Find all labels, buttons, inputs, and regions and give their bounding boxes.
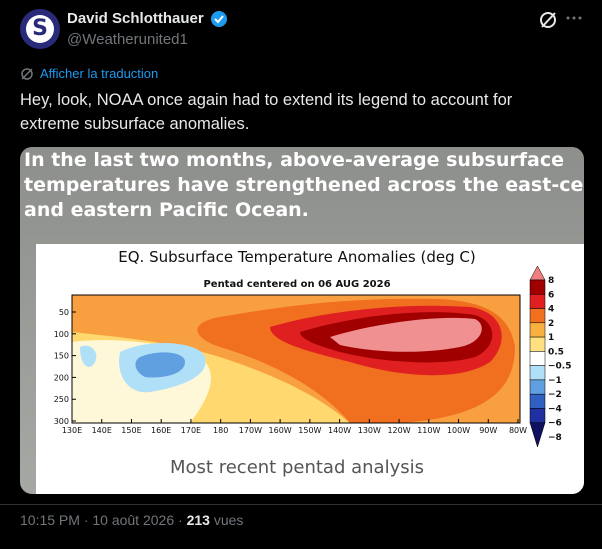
- colorbar-box: [529, 393, 546, 409]
- x-tick-label: 100W: [447, 426, 470, 435]
- handle[interactable]: @Weatherunited1: [67, 31, 188, 48]
- y-tick-label: 50: [59, 308, 69, 317]
- chart-title: EQ. Subsurface Temperature Anomalies (de…: [118, 248, 475, 266]
- x-tick-label: 130W: [358, 426, 381, 435]
- translate-icon: [21, 68, 33, 80]
- avatar-logo: S: [26, 15, 54, 43]
- x-tick-label: 160W: [269, 426, 292, 435]
- colorbar-label: −0.5: [548, 362, 571, 372]
- colorbar-box: [529, 279, 546, 295]
- x-tick-label: 80W: [509, 426, 527, 435]
- text-line: extreme subsurface anomalies.: [20, 115, 250, 133]
- colorbar-label: 8: [548, 276, 554, 286]
- colorbar-label: 1: [548, 333, 554, 343]
- y-tick-label: 100: [54, 330, 69, 339]
- divider: [0, 504, 602, 505]
- colorbar-cap: [529, 422, 546, 448]
- colorbar-label: −2: [548, 390, 562, 400]
- x-tick-label: 140E: [92, 426, 112, 435]
- colorbar-box: [529, 294, 546, 309]
- y-tick-label: 150: [54, 352, 69, 361]
- x-tick-label: 90W: [479, 426, 497, 435]
- x-tick-label: 140W: [328, 426, 351, 435]
- x-tick-label: 160E: [151, 426, 171, 435]
- x-tick-label: 110W: [417, 426, 440, 435]
- y-tick-label: 250: [54, 395, 69, 404]
- x-tick-label: 150W: [298, 426, 321, 435]
- colorbar-label: 6: [548, 290, 554, 300]
- x-tick-label: 170W: [239, 426, 262, 435]
- colorbar-box: [529, 322, 546, 338]
- tweet-text: Hey, look, NOAA once again had to extend…: [20, 88, 512, 136]
- colorbar-label: −8: [548, 433, 562, 443]
- y-tick-label: 200: [54, 373, 69, 382]
- avatar[interactable]: S: [20, 9, 60, 49]
- overlay-line: and eastern Pacific Ocean.: [24, 199, 309, 221]
- colorbar-label: 4: [548, 305, 554, 315]
- overlay-line: temperatures have strengthened across th…: [24, 174, 584, 196]
- colorbar-box: [529, 336, 546, 352]
- colorbar-label: −4: [548, 404, 562, 414]
- x-tick-label: 130E: [62, 426, 82, 435]
- text-line: Hey, look, NOAA once again had to extend…: [20, 91, 513, 109]
- colorbar-box: [529, 408, 546, 423]
- translate-link[interactable]: Afficher la traduction: [40, 66, 159, 81]
- more-icon[interactable]: [566, 14, 582, 22]
- overlay-line: In the last two months, above-average su…: [24, 149, 564, 171]
- colorbar-box: [529, 351, 546, 366]
- colorbar-box: [529, 365, 546, 381]
- colorbar-box: [529, 379, 546, 395]
- colorbar-label: −6: [548, 419, 562, 429]
- image-caption: Most recent pentad analysis: [170, 457, 424, 478]
- timestamp[interactable]: 10:15 PM · 10 août 2026 ·: [20, 512, 187, 528]
- contour-plot: [71, 294, 521, 424]
- colorbar-label: 0.5: [548, 347, 564, 357]
- author[interactable]: David Schlotthauer: [67, 10, 204, 27]
- y-tick-label: 300: [54, 417, 69, 426]
- x-tick-label: 150E: [121, 426, 141, 435]
- x-tick-label: 180: [213, 426, 228, 435]
- colorbar-box: [529, 308, 546, 324]
- views-label: vues: [213, 512, 244, 528]
- chart-subtitle: Pentad centered on 06 AUG 2026: [203, 279, 390, 290]
- colorbar-label: 2: [548, 319, 554, 329]
- grok-icon[interactable]: [538, 10, 558, 30]
- footer: 10:15 PM · 10 août 2026 · 213 vues: [20, 512, 243, 528]
- verified-badge: [211, 11, 227, 27]
- tweet-image[interactable]: In the last two months, above-average su…: [20, 147, 584, 494]
- x-tick-label: 170E: [181, 426, 201, 435]
- colorbar-label: −1: [548, 376, 562, 386]
- x-tick-label: 120W: [387, 426, 410, 435]
- views-count: 213: [186, 512, 210, 528]
